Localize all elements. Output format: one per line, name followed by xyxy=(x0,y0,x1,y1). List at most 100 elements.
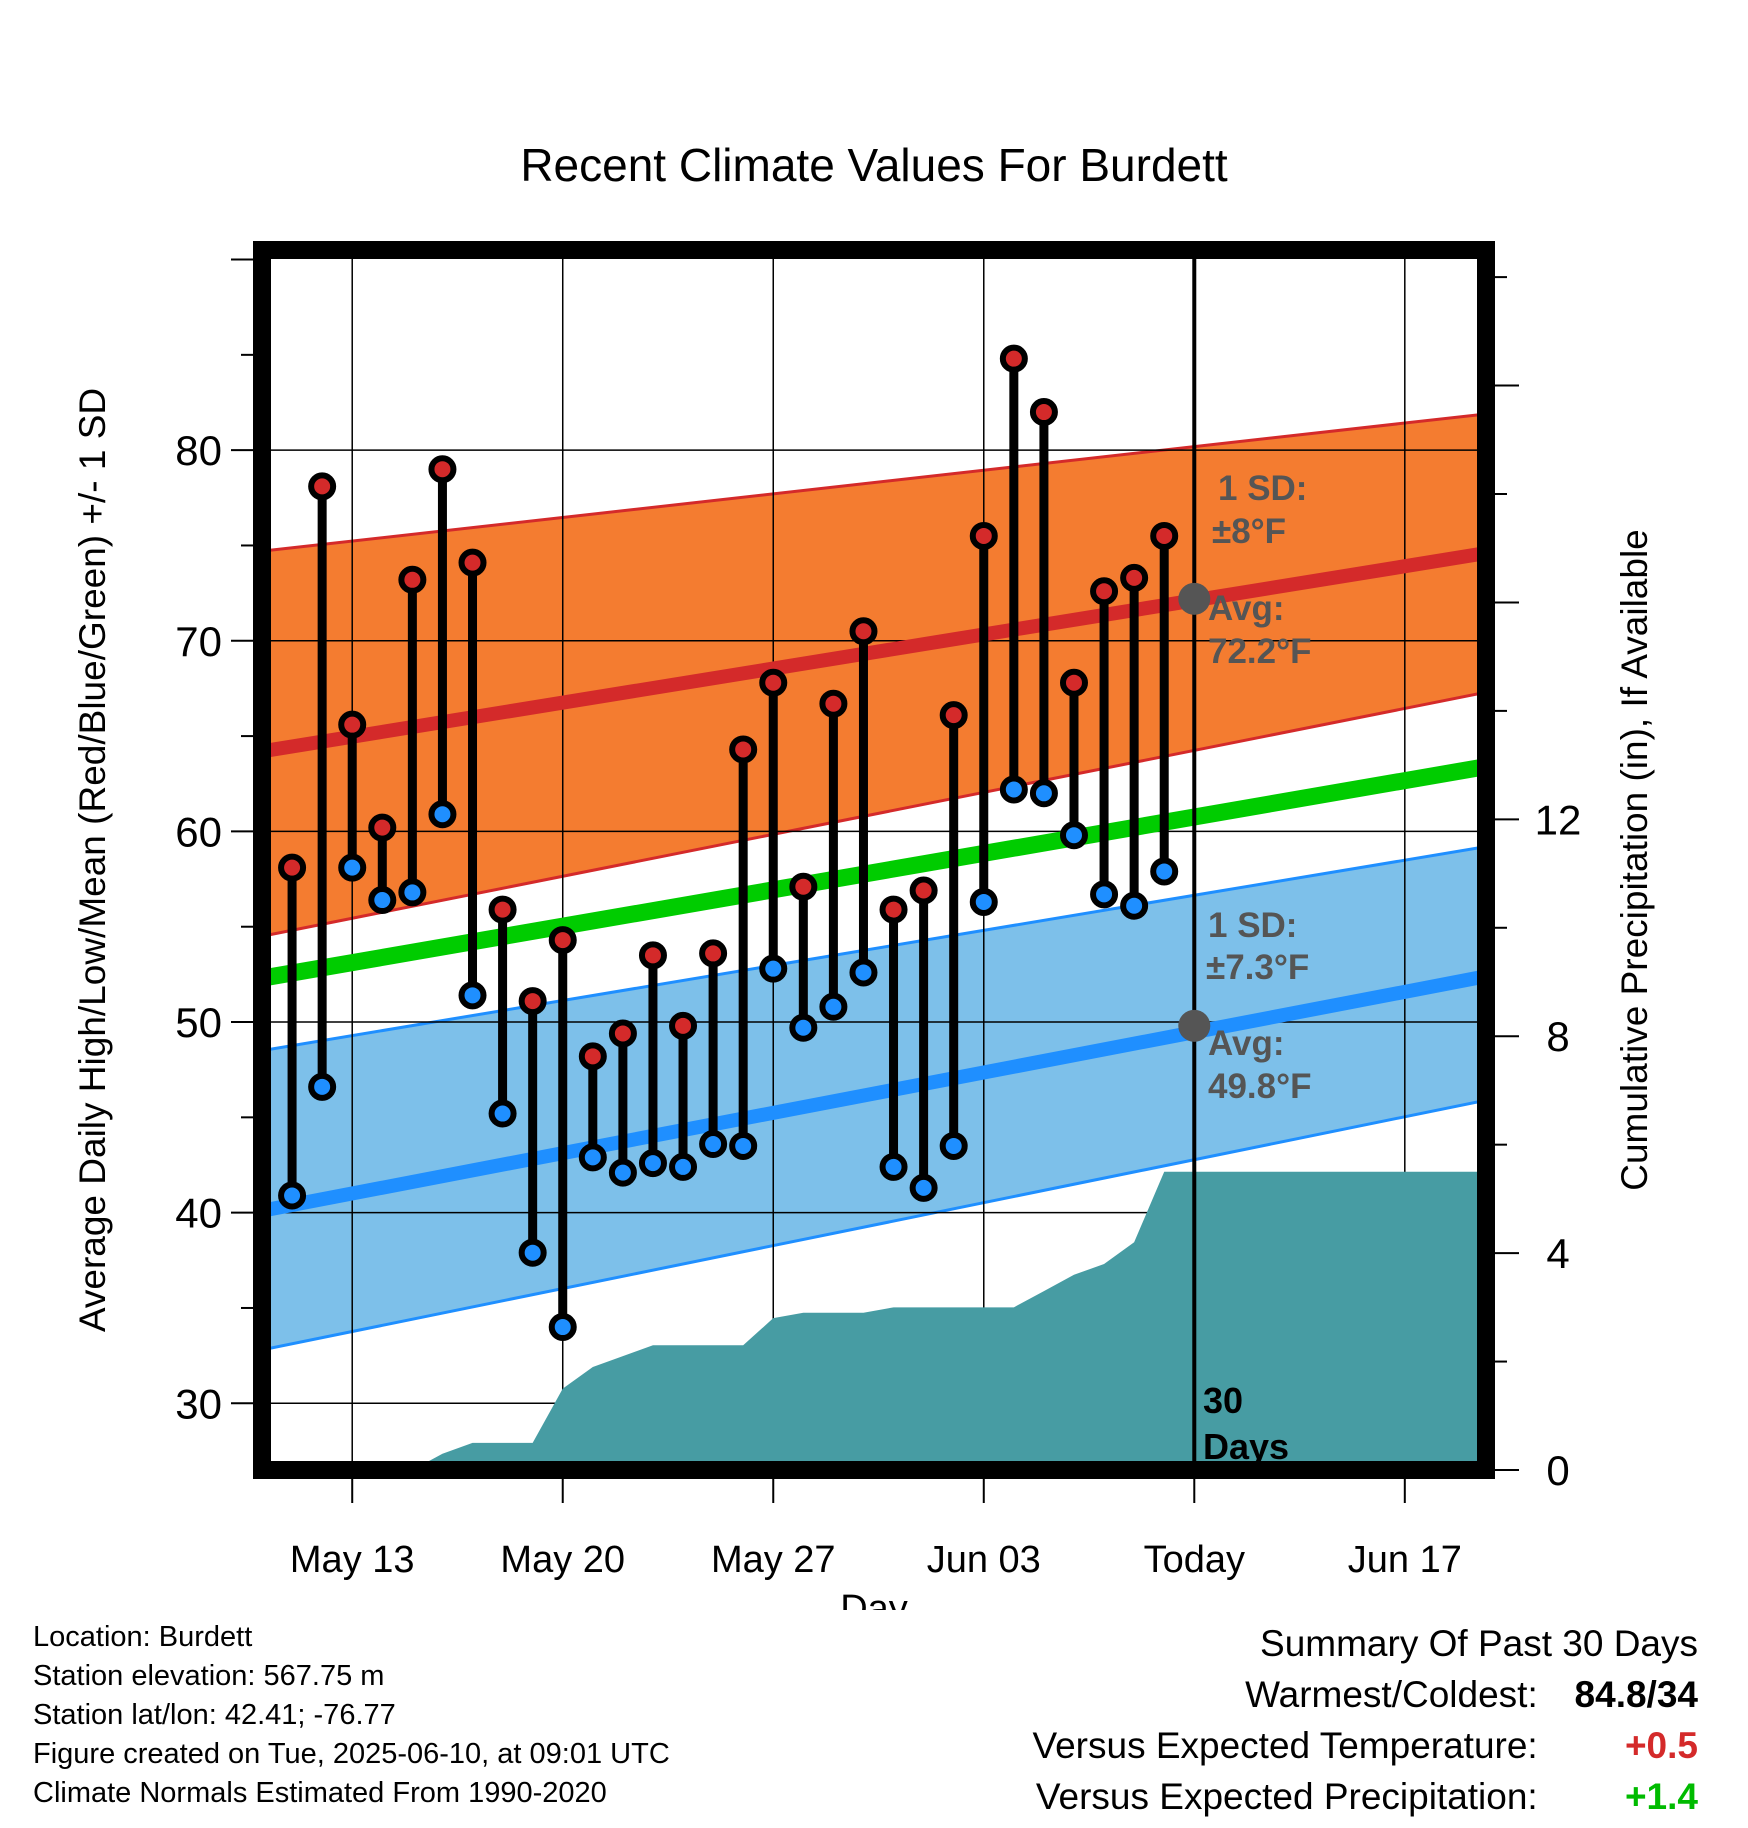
x-tick-label: May 20 xyxy=(500,1539,625,1581)
today-low-avg-dot xyxy=(1178,1009,1211,1042)
daily-high-point xyxy=(608,1019,637,1048)
daily-low-point xyxy=(699,1130,728,1159)
summary-temp-row: Versus Expected Temperature: +0.5 xyxy=(1032,1720,1698,1771)
summary-precip-row: Versus Expected Precipitation: +1.4 xyxy=(1032,1771,1698,1822)
daily-high-point xyxy=(308,472,337,501)
daily-low-point xyxy=(1150,857,1179,886)
daily-low-point xyxy=(1059,821,1088,850)
daily-low-point xyxy=(518,1238,547,1267)
y2-tick-label: 0 xyxy=(1546,1447,1569,1494)
daily-high-point xyxy=(428,455,457,484)
y2-axis-label: Cumulative Precipitation (in), If Availa… xyxy=(1614,529,1655,1191)
precip-label: Versus Expected Precipitation: xyxy=(1035,1776,1538,1817)
x-tick-label: Jun 17 xyxy=(1348,1539,1462,1581)
daily-low-point xyxy=(729,1131,758,1160)
daily-low-point xyxy=(458,981,487,1010)
x-tick-label: May 13 xyxy=(290,1539,415,1581)
daily-low-point xyxy=(819,992,848,1021)
y2-tick-label: 12 xyxy=(1535,796,1582,843)
daily-high-point xyxy=(939,701,968,730)
low-avg-value: 49.8°F xyxy=(1208,1067,1312,1106)
daily-high-point xyxy=(819,689,848,718)
daily-high-point xyxy=(548,926,577,955)
x-tick-label: Jun 03 xyxy=(927,1539,1041,1581)
daily-high-point xyxy=(879,895,908,924)
high-sd-band xyxy=(262,413,1486,937)
low-sd-band-upper-edge xyxy=(262,845,1486,1053)
precip-value: +1.4 xyxy=(1624,1776,1698,1817)
station-info: Location: Burdett Station elevation: 567… xyxy=(33,1618,670,1813)
daily-low-point xyxy=(1120,891,1149,920)
y2-tick-label: 8 xyxy=(1546,1013,1569,1060)
temp-label: Versus Expected Temperature: xyxy=(1032,1725,1538,1766)
low-sd-label: 1 SD: xyxy=(1208,906,1297,945)
daily-high-point xyxy=(1059,668,1088,697)
daily-low-point xyxy=(759,954,788,983)
temp-value: +0.5 xyxy=(1624,1725,1698,1766)
daily-low-point xyxy=(398,878,427,907)
daily-low-point xyxy=(1090,880,1119,909)
y-tick-label: 50 xyxy=(175,999,222,1046)
location-text: Location: Burdett xyxy=(33,1621,253,1653)
daily-low-point xyxy=(1029,779,1058,808)
daily-low-point xyxy=(999,775,1028,804)
today-days-number: 30 xyxy=(1203,1380,1243,1421)
daily-high-point xyxy=(1120,563,1149,592)
daily-high-point xyxy=(398,565,427,594)
daily-high-point xyxy=(578,1042,607,1071)
daily-high-point xyxy=(638,941,667,970)
daily-low-point xyxy=(669,1152,698,1181)
daily-high-point xyxy=(729,735,758,764)
normal-mean-line xyxy=(262,758,1486,987)
x-tick-label: Today xyxy=(1144,1539,1245,1581)
summary-title: Summary Of Past 30 Days xyxy=(1260,1623,1698,1664)
daily-low-point xyxy=(308,1072,337,1101)
normal-low-line xyxy=(262,969,1486,1218)
daily-low-point xyxy=(578,1143,607,1172)
daily-high-point xyxy=(1090,577,1119,606)
x-axis-label: Day xyxy=(840,1588,908,1610)
plot-frame xyxy=(253,241,1495,1479)
daily-high-point xyxy=(338,710,367,739)
summary-warmest-row: Warmest/Coldest: 84.8/34 xyxy=(1032,1669,1698,1720)
daily-low-point xyxy=(278,1181,307,1210)
daily-high-point xyxy=(488,895,517,924)
daily-low-point xyxy=(488,1099,517,1128)
climate-chart: Recent Climate Values For Burdett 1 SD:±… xyxy=(72,139,1655,1610)
y-tick-label: 40 xyxy=(175,1190,222,1237)
today-days-text: Days xyxy=(1203,1426,1289,1467)
daily-low-point xyxy=(939,1131,968,1160)
daily-low-point xyxy=(368,886,397,915)
daily-low-point xyxy=(608,1158,637,1187)
low-avg-label: Avg: xyxy=(1208,1024,1284,1063)
created-text: Figure created on Tue, 2025-06-10, at 09… xyxy=(33,1738,670,1770)
daily-high-point xyxy=(789,872,818,901)
daily-high-point xyxy=(518,987,547,1016)
daily-low-point xyxy=(879,1152,908,1181)
daily-low-point xyxy=(338,853,367,882)
high-sd-value: ±8°F xyxy=(1212,512,1286,551)
daily-low-point xyxy=(638,1149,667,1178)
normal-high-line xyxy=(262,546,1486,759)
y-tick-label: 80 xyxy=(175,427,222,474)
daily-high-point xyxy=(669,1011,698,1040)
daily-high-point xyxy=(759,668,788,697)
y2-tick-label: 4 xyxy=(1546,1230,1569,1277)
x-tick-label: May 27 xyxy=(711,1539,836,1581)
daily-low-point xyxy=(548,1313,577,1342)
normals-text: Climate Normals Estimated From 1990-2020 xyxy=(33,1777,607,1809)
high-avg-label: Avg: xyxy=(1208,589,1284,628)
daily-high-point xyxy=(999,344,1028,373)
daily-high-point xyxy=(699,939,728,968)
y-tick-label: 70 xyxy=(175,618,222,665)
high-avg-value: 72.2°F xyxy=(1208,632,1312,671)
high-sd-band-upper-edge xyxy=(262,412,1486,553)
cumulative-precip-area xyxy=(262,1171,1486,1470)
daily-low-point xyxy=(849,958,878,987)
daily-high-point xyxy=(909,876,938,905)
latlon-text: Station lat/lon: 42.41; -76.77 xyxy=(33,1699,396,1731)
high-sd-label: 1 SD: xyxy=(1218,469,1307,508)
daily-low-point xyxy=(428,800,457,829)
low-sd-band-lower-edge xyxy=(262,1098,1486,1352)
y-tick-label: 30 xyxy=(175,1380,222,1427)
